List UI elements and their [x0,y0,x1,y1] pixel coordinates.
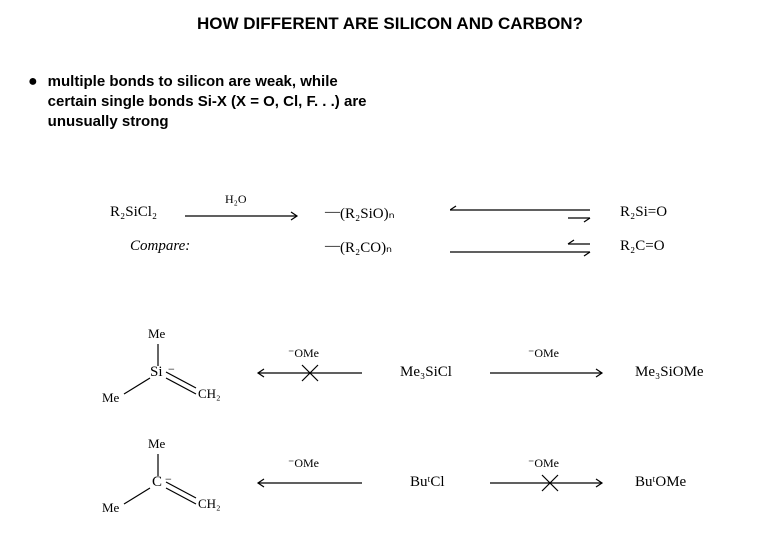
r4-struct-right: CH₂ [198,496,221,512]
r4-mid: BuᵗCl [410,474,445,491]
bullet-line1: multiple bonds to silicon are weak, whil… [48,72,367,92]
r1-equilibrium [450,200,600,226]
r3-struct-right: CH₂ [198,386,221,402]
r3-arrow1 [250,358,370,388]
r4-struct-top: Me [148,436,165,452]
r4-over-arrow2: ⁻OMe [528,456,559,471]
r2-compare-label: Compare: [130,238,190,255]
r2-mid-dash: — [325,238,340,255]
bullet-dot: ● [28,72,38,92]
r1-reactant: R₂SiCl₂ [110,204,157,221]
r4-product: BuᵗOMe [635,474,686,491]
bullet-line2: certain single bonds Si-X (X = O, Cl, F.… [48,92,367,112]
r3-product: Me₃SiOMe [635,364,704,381]
r3-over-arrow2: ⁻OMe [528,346,559,361]
equation-row-4: Me C Me CH₂ − ⁻OMe BuᵗCl ⁻OMe BuᵗOMe [60,440,740,520]
r3-charge: − [168,362,175,377]
r4-arrow2 [490,468,610,498]
r3-over-arrow1: ⁻OMe [288,346,319,361]
equation-row-1: R₂SiCl₂ H₂O — (R₂SiO)ₙ R₂Si=O [110,200,710,230]
r4-charge: − [165,472,172,487]
r1-product: R₂Si=O [620,204,667,221]
r3-struct-left: Me [102,390,119,406]
r2-mid: (R₂CO)ₙ [340,238,392,257]
r3-struct-center: Si [150,364,163,381]
r1-mid-dash: — [325,204,340,221]
r3-struct-top: Me [148,326,165,342]
r3-mid: Me₃SiCl [400,364,452,381]
equation-row-2: Compare: — (R₂CO)ₙ R₂C=O [110,234,710,264]
equation-row-3: Me Si Me CH₂ − ⁻OMe Me₃SiCl ⁻OMe Me₃SiOM… [60,330,740,410]
page-title: HOW DIFFERENT ARE SILICON AND CARBON? [0,0,780,34]
r2-equilibrium [450,234,600,260]
r4-arrow1 [250,468,370,498]
r1-over-arrow: H₂O [225,192,247,207]
r1-mid: (R₂SiO)ₙ [340,204,395,223]
r4-over-arrow1: ⁻OMe [288,456,319,471]
bullet-text: multiple bonds to silicon are weak, whil… [48,72,367,132]
r3-arrow2 [490,358,610,388]
r2-product: R₂C=O [620,238,665,255]
r4-struct-left: Me [102,500,119,516]
r4-struct-center: C [152,474,162,491]
bullet-block: ● multiple bonds to silicon are weak, wh… [28,72,448,132]
bullet-line3: unusually strong [48,112,367,132]
